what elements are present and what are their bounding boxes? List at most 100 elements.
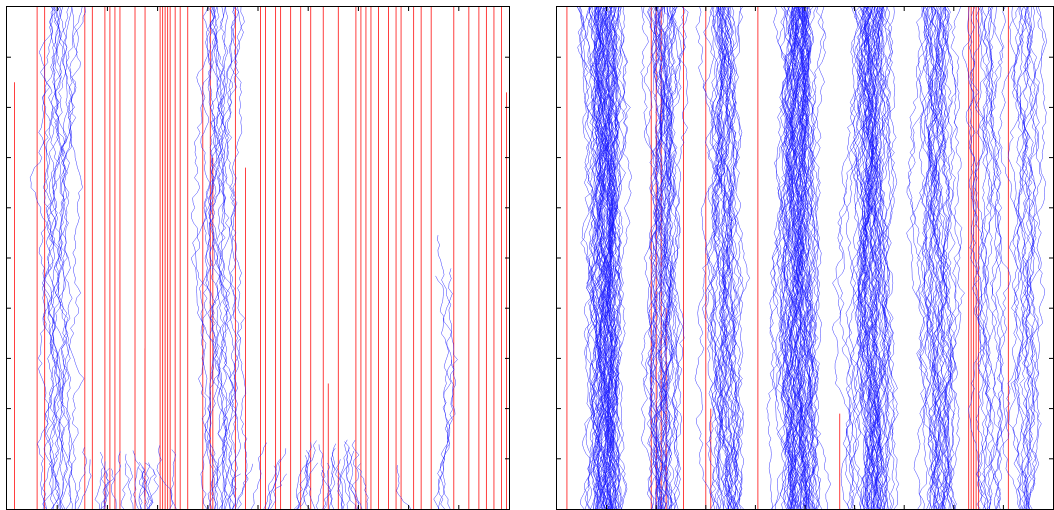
right-blue-path-178 xyxy=(769,6,801,510)
right-blue-path-227 xyxy=(849,6,878,510)
left-chart-panel xyxy=(6,6,510,510)
left-blue-path-21 xyxy=(190,6,234,510)
right-blue-path-164 xyxy=(775,6,793,510)
right-blue-path-264 xyxy=(976,6,1002,510)
right-blue-path-261 xyxy=(961,6,987,510)
right-blue-path-235 xyxy=(940,6,954,510)
left-blue-path-76 xyxy=(132,450,140,510)
left-blue-path-80 xyxy=(138,462,151,510)
right-blue-path-284 xyxy=(1008,6,1047,510)
left-blue-path-26 xyxy=(224,6,242,510)
right-blue-path-78 xyxy=(650,6,679,510)
right-blue-path-255 xyxy=(906,6,947,510)
left-blue-path-18 xyxy=(207,6,237,510)
left-blue-path-50 xyxy=(329,447,336,510)
right-blue-path-54 xyxy=(593,6,628,510)
right-blue-path-224 xyxy=(862,6,894,510)
right-blue-path-283 xyxy=(1014,6,1037,510)
left-blue-path-58 xyxy=(318,444,331,510)
right-blue-path-210 xyxy=(852,6,879,510)
right-blue-path-146 xyxy=(787,6,811,510)
left-blue-path-7 xyxy=(49,6,86,510)
right-blue-path-262 xyxy=(976,6,992,510)
left-blue-path-48 xyxy=(304,442,316,510)
left-blue-path-45 xyxy=(339,447,350,510)
left-blue-path-9 xyxy=(47,6,71,510)
right-blue-path-155 xyxy=(780,6,807,510)
right-blue-path-158 xyxy=(789,6,815,510)
left-blue-path-57 xyxy=(315,469,326,510)
left-blue-path-28 xyxy=(215,6,228,510)
left-blue-path-36 xyxy=(330,457,345,510)
right-blue-path-275 xyxy=(1019,6,1042,510)
right-blue-path-83 xyxy=(649,6,677,510)
right-blue-path-181 xyxy=(845,6,875,510)
right-blue-path-75 xyxy=(650,6,682,510)
right-blue-path-40 xyxy=(588,7,621,510)
left-blue-path-53 xyxy=(267,465,277,510)
right-blue-path-43 xyxy=(596,6,621,510)
right-blue-path-226 xyxy=(877,6,893,510)
left-blue-path-70 xyxy=(74,447,87,509)
left-blue-path-25 xyxy=(208,6,233,510)
left-blue-path-23 xyxy=(202,6,230,510)
right-blue-path-229 xyxy=(852,6,883,510)
left-blue-path-32 xyxy=(437,235,458,510)
left-blue-path-72 xyxy=(111,451,121,510)
right-blue-path-168 xyxy=(776,6,796,510)
left-blue-path-0 xyxy=(59,6,77,510)
right-blue-path-281 xyxy=(1009,6,1033,510)
right-blue-path-12 xyxy=(580,6,610,510)
left-blue-path-79 xyxy=(146,462,156,510)
left-blue-path-54 xyxy=(336,459,356,510)
left-chart-lines xyxy=(14,7,507,509)
left-blue-path-12 xyxy=(29,6,60,510)
right-blue-path-245 xyxy=(937,6,963,510)
right-blue-path-249 xyxy=(918,6,942,510)
left-blue-path-59 xyxy=(344,439,351,510)
right-blue-path-59 xyxy=(580,7,616,510)
left-blue-path-74 xyxy=(101,468,115,510)
left-blue-path-1 xyxy=(37,6,69,510)
right-blue-path-177 xyxy=(795,6,822,510)
left-chart-paths xyxy=(29,6,458,510)
right-blue-path-276 xyxy=(1026,6,1046,510)
right-blue-path-215 xyxy=(859,6,889,510)
right-blue-path-220 xyxy=(868,6,900,510)
right-blue-path-119 xyxy=(694,6,721,510)
left-blue-path-6 xyxy=(45,6,69,510)
left-blue-path-31 xyxy=(435,275,452,510)
left-blue-path-78 xyxy=(139,466,147,510)
left-blue-path-66 xyxy=(94,451,106,510)
left-blue-path-71 xyxy=(138,470,147,510)
right-blue-path-111 xyxy=(707,6,732,510)
right-blue-path-285 xyxy=(1002,6,1023,510)
right-blue-path-18 xyxy=(589,6,625,510)
right-blue-path-274 xyxy=(1016,6,1036,510)
left-blue-path-56 xyxy=(350,440,360,510)
right-blue-path-41 xyxy=(587,6,612,510)
right-blue-path-86 xyxy=(651,6,674,510)
right-blue-path-167 xyxy=(799,6,818,510)
left-blue-path-68 xyxy=(120,463,130,510)
right-blue-path-150 xyxy=(766,6,797,510)
left-blue-path-52 xyxy=(303,450,311,510)
right-chart-paths xyxy=(576,6,1047,510)
right-blue-path-88 xyxy=(660,6,689,510)
left-blue-path-35 xyxy=(327,443,337,510)
right-blue-path-48 xyxy=(596,6,615,510)
right-blue-path-252 xyxy=(920,6,945,510)
right-blue-path-228 xyxy=(866,6,879,510)
right-blue-path-259 xyxy=(926,6,952,510)
right-blue-path-213 xyxy=(852,6,869,510)
right-blue-path-278 xyxy=(1011,6,1036,510)
right-blue-path-87 xyxy=(648,6,689,510)
right-blue-path-202 xyxy=(860,6,892,510)
left-chart-frame xyxy=(6,6,510,510)
right-blue-path-221 xyxy=(837,6,871,510)
left-blue-path-43 xyxy=(229,473,241,510)
right-blue-path-222 xyxy=(850,6,884,510)
right-blue-path-211 xyxy=(867,6,894,510)
right-blue-path-74 xyxy=(643,6,676,510)
